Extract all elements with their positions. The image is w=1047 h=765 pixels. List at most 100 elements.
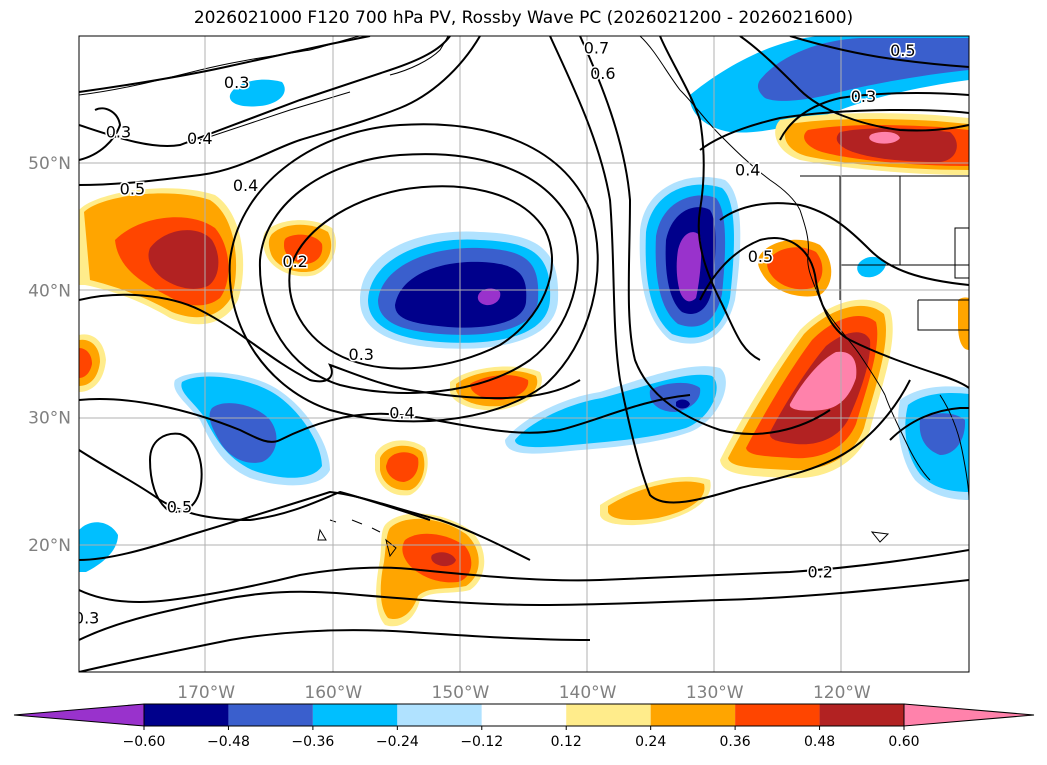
contour-label: 0.3 (224, 73, 249, 92)
colorbar-tick-label: 0.60 (888, 734, 919, 750)
lon-tick-label: 140°W (559, 683, 617, 703)
contour-mexico (889, 407, 969, 441)
contour-label: 0.5 (890, 41, 915, 60)
aleutians (199, 91, 351, 141)
contour-label: 0.3 (74, 608, 99, 627)
contour-label: 0.5 (120, 180, 145, 199)
contour-label: 0.4 (735, 161, 760, 180)
colorbar-tick-label: −0.48 (207, 734, 250, 750)
colorbar-tick-label: −0.60 (123, 734, 166, 750)
colorbar-frame (143, 703, 905, 727)
lon-tick-label: 170°W (177, 683, 235, 703)
contour-label: 0.3 (349, 345, 374, 364)
pos-region-west-core (148, 230, 219, 289)
contour-label: 0.2 (282, 252, 307, 271)
contour-label: 0.4 (389, 404, 414, 423)
neg-region-east-center (676, 232, 702, 302)
contour-low-ring-1 (288, 185, 554, 370)
contour-0.5-north (79, 36, 481, 186)
contour-ridge-1 (549, 36, 911, 504)
colorbar-box (735, 704, 820, 726)
contour-0.5-ne (719, 202, 969, 286)
pos-region-small-north-core (284, 234, 323, 264)
neg-region-central-center (477, 288, 501, 306)
neg-region-rockies-small (857, 256, 886, 278)
colorbar-box (566, 704, 651, 726)
map-content: 0.3 0.4 0.3 0.5 0.4 0.2 0.3 0.4 0.5 0.3 0.7 0.6 0.5 0… (74, 36, 969, 672)
lon-tick-label: 130°W (686, 683, 744, 703)
contour-ridge-3 (659, 36, 761, 361)
colorbar-tick-label: −0.36 (291, 734, 334, 750)
neg-region-south-central-center (676, 399, 690, 409)
contour-coast-1 (699, 237, 969, 389)
colorbar-extend-high (903, 703, 1035, 727)
colorbar-extend-low (13, 703, 145, 727)
colorbar-box (819, 704, 904, 726)
colorbar-tick-label: −0.24 (376, 734, 419, 750)
colorbar-box (650, 704, 736, 726)
colorbar-tick-label: 0.36 (720, 734, 751, 750)
guadalupe-island (870, 531, 890, 543)
contour-low-ring-4 (79, 293, 581, 400)
figure-title: 2026021000 F120 700 hPa PV, Rossby Wave … (193, 8, 854, 28)
contour-labels: 0.3 0.4 0.3 0.5 0.4 0.2 0.3 0.4 0.5 0.3 0.7 0.6 0.5 0… (74, 37, 917, 629)
colorbar-tick-label: 0.12 (551, 734, 582, 750)
pos-region-hawaii-south-center (431, 552, 456, 567)
colorbar-box (397, 704, 482, 726)
pos-region-tropics-inner (608, 481, 705, 520)
contour-0.4-ne (699, 108, 969, 151)
neg-region-central-core (395, 261, 527, 328)
contour-trough-1 (739, 36, 969, 132)
contour-low-ring-3 (228, 123, 599, 423)
pos-region-hawaii-north-core (386, 452, 419, 482)
contour-0.3-south (79, 490, 531, 561)
lon-tick-label: 160°W (304, 683, 362, 703)
longitude-labels: 170°W 160°W 150°W 140°W 130°W 120°W (177, 683, 871, 703)
contour-0.4-north (79, 36, 451, 147)
pos-region-ne-core (836, 128, 957, 162)
contour-label: 0.3 (106, 122, 131, 141)
contour-label: 0.5 (167, 498, 192, 517)
contour-ridge-2 (579, 36, 831, 435)
colorbar-tick-label: 0.24 (635, 734, 666, 750)
lat-tick-label: 50°N (28, 154, 71, 174)
contour-label: 0.6 (590, 64, 615, 83)
contour-0.2-south-3 (79, 629, 591, 672)
colorbar: −0.60 −0.48 −0.36 −0.24 −0.12 0.12 0.24 0.36 0.4… (13, 703, 1035, 750)
latitude-labels: 20°N 30°N 40°N 50°N (28, 154, 71, 556)
contour-0.2-south-2 (79, 579, 969, 641)
colorbar-tick-label: −0.12 (460, 734, 503, 750)
pos-region-east-edge (958, 297, 969, 350)
lat-tick-label: 40°N (28, 281, 71, 301)
contour-label: 0.4 (233, 176, 258, 195)
map-frame (78, 35, 970, 673)
pos-region-coast-center (789, 351, 857, 411)
baja-coast (884, 394, 931, 481)
contour-label: 0.7 (584, 38, 609, 57)
contour-0.4-mid (79, 394, 691, 443)
colorbar-box (228, 704, 313, 726)
contour-label: 0.2 (808, 563, 833, 582)
pv-contours (79, 36, 969, 672)
state-border-5 (917, 300, 969, 331)
lon-tick-label: 150°W (432, 683, 490, 703)
contour-label: 0.5 (748, 247, 773, 266)
alaska-south (389, 36, 449, 76)
pos-region-far-west-core (79, 348, 92, 378)
neg-region-aleutian-small (229, 79, 285, 107)
colorbar-box (144, 704, 229, 726)
lat-tick-label: 20°N (28, 536, 71, 556)
contour-label: 0.3 (851, 87, 876, 106)
pos-region-ne-center (869, 131, 900, 144)
contour-label: 0.4 (187, 129, 212, 148)
contour-0.2-south-1 (79, 549, 969, 603)
great-salt-region (954, 227, 969, 279)
neg-region-baja-core (919, 413, 966, 455)
contour-0.3-west (79, 107, 122, 161)
colorbar-tick-label: 0.48 (804, 734, 835, 750)
contour-trough-2 (789, 36, 969, 68)
colorbar-box (312, 704, 398, 726)
colorbar-box (481, 704, 567, 726)
